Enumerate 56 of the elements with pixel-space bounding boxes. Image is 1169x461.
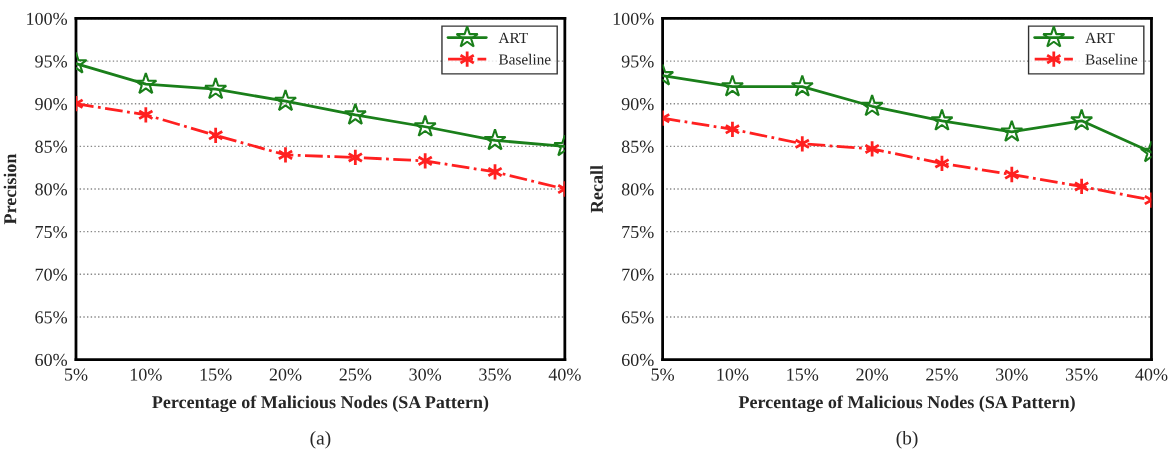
point [860,94,884,117]
x-tick-label: 20% [856,368,889,381]
y-tick-label: 70% [35,268,68,281]
y-tick-label: 90% [35,97,68,111]
y-tick-label: 100% [613,12,654,25]
y-tick-label: 95% [621,55,654,68]
y-tick-label: 85% [35,140,68,153]
y-tick-label: 70% [622,268,654,281]
point [1000,119,1024,142]
x-tick-label: 35% [479,368,511,381]
x-tick-label: 15% [200,368,232,381]
legend-label: ART [1085,32,1115,43]
x-tick-label: 5% [651,368,675,381]
point [204,77,228,100]
x-tick-label: 35% [1065,368,1098,381]
x-tick-label: 25% [926,368,958,381]
legend-label: Baseline [498,53,551,65]
point [720,74,745,97]
y-tick-label: 100% [27,12,68,25]
x-axis-title: Percentage of Malicious Nodes (SA Pattern) [152,395,489,413]
point [790,74,814,97]
y-tick-label: 75% [622,225,654,239]
x-tick-label: 25% [339,368,372,381]
x-tick-label: 5% [65,368,88,381]
x-axis-title: Percentage of Malicious Nodes (SA Pattern) [738,395,1075,413]
y-tick-label: 80% [35,183,68,196]
point [483,128,507,151]
text: (a) [310,430,331,449]
x-tick-label: 40% [1135,368,1168,381]
x-tick-label: 20% [269,368,302,381]
y-tick-label: 60% [35,353,68,367]
y-tick-label: 60% [621,353,654,367]
point [413,114,437,137]
y-tick-label: 90% [621,97,654,111]
point [930,108,954,131]
y-axis-title: Precision [3,153,17,225]
x-tick-label: 10% [717,368,749,381]
x-tick-label: 30% [409,368,442,381]
point [1070,108,1094,131]
y-tick-label: 95% [35,55,68,68]
x-tick-label: 40% [548,368,581,381]
point [134,71,158,95]
y-tick-label: 65% [621,311,654,324]
y-tick-label: 65% [35,311,68,324]
legend-label: ART [498,32,528,43]
x-tick-label: 10% [130,368,162,381]
text: (b) [896,430,918,449]
legend-label: Baseline [1085,53,1138,65]
y-tick-label: 80% [621,183,654,196]
x-tick-label: 15% [787,368,819,381]
point [273,89,298,112]
y-tick-label: 85% [621,140,654,153]
x-tick-label: 30% [996,368,1028,381]
y-tick-label: 75% [35,225,68,239]
y-axis-title: Recall [590,165,603,213]
point [343,102,367,125]
